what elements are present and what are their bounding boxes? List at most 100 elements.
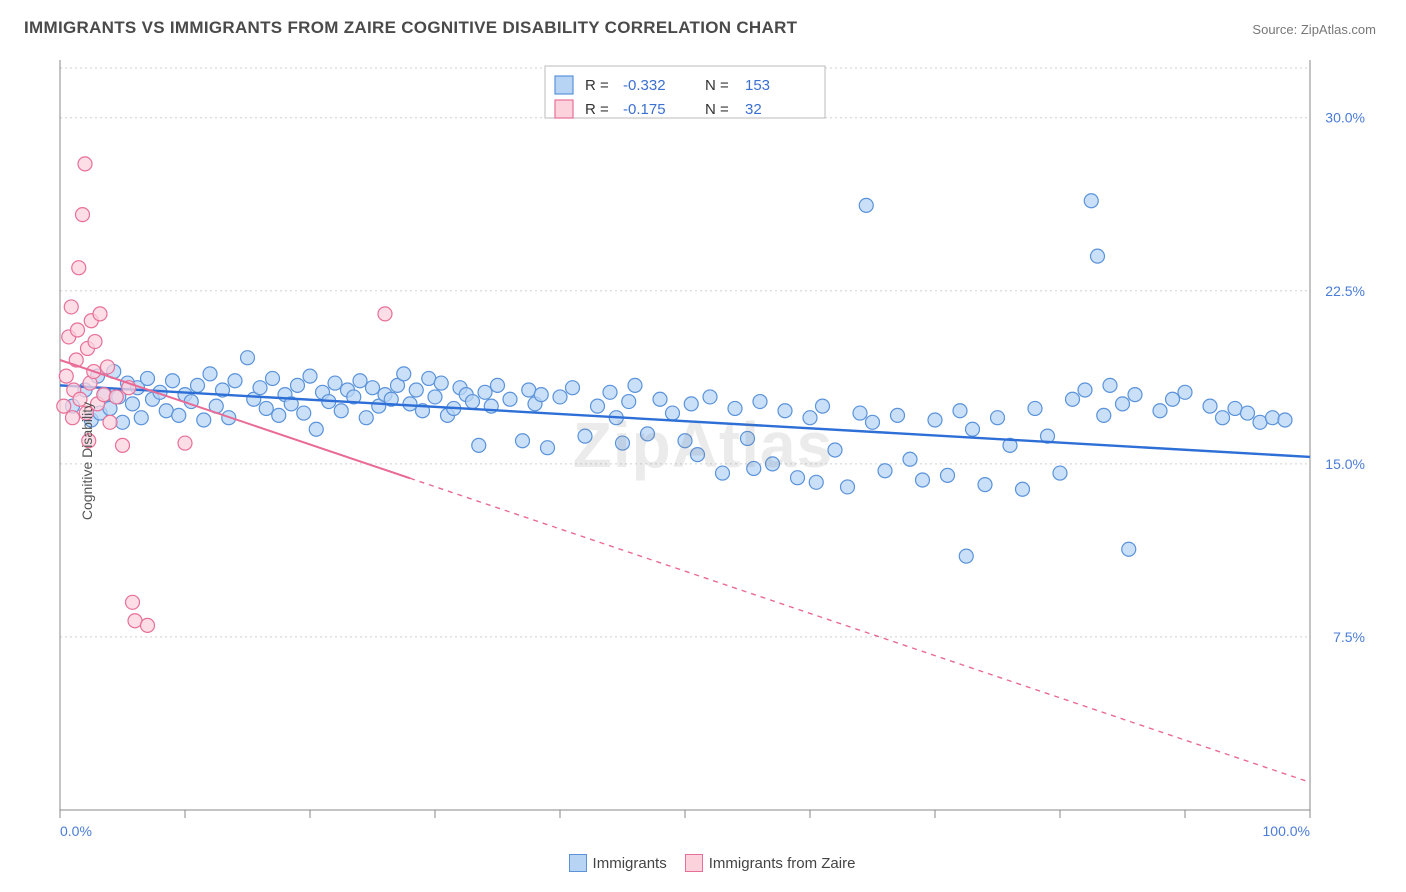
data-point [126,397,140,411]
data-point [966,422,980,436]
data-point [309,422,323,436]
data-point [66,411,80,425]
data-point [191,378,205,392]
data-point [428,390,442,404]
data-point [859,198,873,212]
data-point [1228,401,1242,415]
data-point [1153,404,1167,418]
data-point [203,367,217,381]
svg-text:-0.332: -0.332 [623,77,666,94]
data-point [953,404,967,418]
data-point [76,208,90,222]
data-point [866,415,880,429]
data-point [1128,388,1142,402]
data-point [853,406,867,420]
data-point [766,457,780,471]
data-point [1253,415,1267,429]
data-point [891,408,905,422]
data-point [816,399,830,413]
data-point [803,411,817,425]
data-point [1078,383,1092,397]
data-point [928,413,942,427]
svg-text:30.0%: 30.0% [1325,110,1365,126]
data-point [747,461,761,475]
data-point [578,429,592,443]
data-point [409,383,423,397]
svg-text:153: 153 [745,77,770,94]
data-point [778,404,792,418]
data-point [128,614,142,628]
data-point [1097,408,1111,422]
data-point [1216,411,1230,425]
data-point [297,406,311,420]
data-point [57,399,71,413]
data-point [541,441,555,455]
legend-label: Immigrants from Zaire [709,855,856,872]
data-point [1016,482,1030,496]
svg-text:N =: N = [705,101,729,118]
data-point [1166,392,1180,406]
chart-title: IMMIGRANTS VS IMMIGRANTS FROM ZAIRE COGN… [24,18,797,38]
data-point [397,367,411,381]
data-point [959,549,973,563]
data-point [72,261,86,275]
data-point [516,434,530,448]
source-attribution: Source: ZipAtlas.com [1252,22,1376,37]
data-point [991,411,1005,425]
data-point [59,369,73,383]
data-point [241,351,255,365]
data-point [753,395,767,409]
data-point [653,392,667,406]
legend-swatch [569,854,587,872]
data-point [1178,385,1192,399]
data-point [828,443,842,457]
data-point [1241,406,1255,420]
svg-text:7.5%: 7.5% [1333,629,1365,645]
source-link[interactable]: ZipAtlas.com [1301,22,1376,37]
data-point [916,473,930,487]
bottom-legend: Immigrants Immigrants from Zaire [20,854,1386,872]
data-point [134,411,148,425]
data-point [166,374,180,388]
data-point [478,385,492,399]
trend-line [410,478,1310,782]
data-point [903,452,917,466]
data-point [691,448,705,462]
data-point [422,371,436,385]
data-point [266,371,280,385]
data-point [603,385,617,399]
data-point [1266,411,1280,425]
data-point [591,399,605,413]
data-point [941,468,955,482]
data-point [88,335,102,349]
data-point [141,618,155,632]
svg-text:0.0%: 0.0% [60,823,92,839]
data-point [678,434,692,448]
data-point [434,376,448,390]
data-point [1084,194,1098,208]
scatter-chart: 7.5%15.0%22.5%30.0%0.0%100.0%R = -0.332N… [20,50,1380,850]
legend-label: Immigrants [593,855,667,872]
source-label: Source: [1252,22,1297,37]
data-point [353,374,367,388]
data-point [1066,392,1080,406]
data-point [466,395,480,409]
data-point [703,390,717,404]
data-point [71,323,85,337]
data-point [503,392,517,406]
data-point [841,480,855,494]
data-point [403,397,417,411]
svg-text:15.0%: 15.0% [1325,456,1365,472]
svg-text:22.5%: 22.5% [1325,283,1365,299]
data-point [641,427,655,441]
svg-text:100.0%: 100.0% [1263,823,1310,839]
data-point [197,413,211,427]
data-point [791,471,805,485]
legend-swatch [685,854,703,872]
data-point [78,157,92,171]
chart-container: Cognitive Disability ZipAtlas 7.5%15.0%2… [20,50,1386,872]
data-point [628,378,642,392]
data-point [116,438,130,452]
data-point [366,381,380,395]
data-point [878,464,892,478]
